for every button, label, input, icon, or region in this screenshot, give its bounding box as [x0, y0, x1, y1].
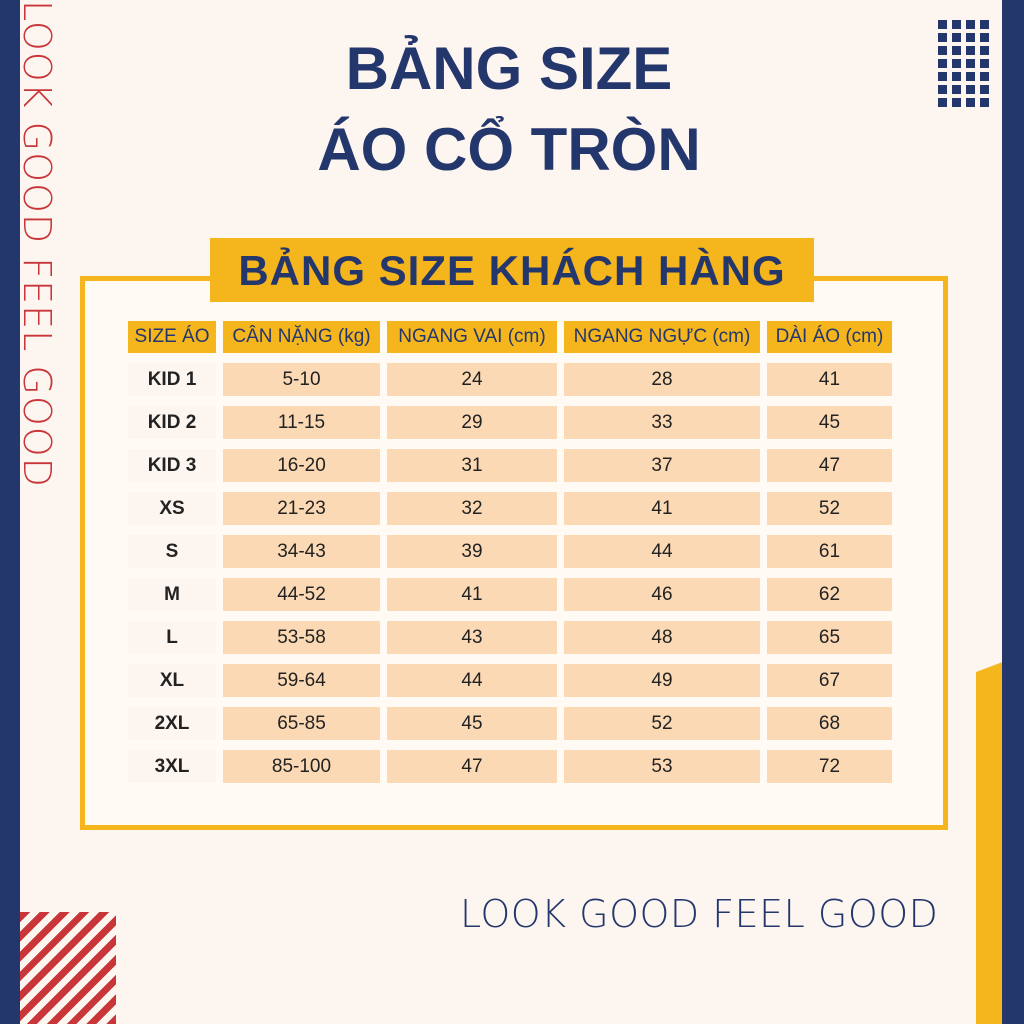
table-row: XS 21-23 32 41 52 — [128, 492, 892, 525]
table-cell: 34-43 — [223, 535, 380, 568]
table-cell: 65 — [767, 621, 892, 654]
dot-grid-decoration — [938, 20, 989, 120]
table-cell: 41 — [564, 492, 760, 525]
size-label: M — [128, 578, 216, 611]
column-header: NGANG NGỰC (cm) — [564, 321, 760, 353]
table-row: XL 59-64 44 49 67 — [128, 664, 892, 697]
size-table: SIZE ÁO CÂN NẶNG (kg) NGANG VAI (cm) NGA… — [121, 311, 899, 793]
size-label: XS — [128, 492, 216, 525]
table-cell: 53-58 — [223, 621, 380, 654]
size-label: L — [128, 621, 216, 654]
table-cell: 33 — [564, 406, 760, 439]
table-cell: 45 — [387, 707, 557, 740]
table-cell: 37 — [564, 449, 760, 482]
table-cell: 5-10 — [223, 363, 380, 396]
size-label: XL — [128, 664, 216, 697]
table-cell: 46 — [564, 578, 760, 611]
table-cell: 62 — [767, 578, 892, 611]
page-subtitle: ÁO CỔ TRÒN — [317, 116, 701, 183]
column-header: SIZE ÁO — [128, 321, 216, 353]
table-header-row: SIZE ÁO CÂN NẶNG (kg) NGANG VAI (cm) NGA… — [128, 321, 892, 353]
table-cell: 44 — [564, 535, 760, 568]
table-row: L 53-58 43 48 65 — [128, 621, 892, 654]
table-cell: 68 — [767, 707, 892, 740]
table-row: KID 3 16-20 31 37 47 — [128, 449, 892, 482]
table-row: M 44-52 41 46 62 — [128, 578, 892, 611]
column-header: NGANG VAI (cm) — [387, 321, 557, 353]
table-cell: 11-15 — [223, 406, 380, 439]
table-cell: 32 — [387, 492, 557, 525]
table-row: 2XL 65-85 45 52 68 — [128, 707, 892, 740]
table-cell: 59-64 — [223, 664, 380, 697]
footer-slogan: LOOK GOOD FEEL GOOD — [460, 892, 939, 936]
table-cell: 45 — [767, 406, 892, 439]
table-cell: 41 — [387, 578, 557, 611]
table-cell: 47 — [767, 449, 892, 482]
table-cell: 67 — [767, 664, 892, 697]
table-cell: 16-20 — [223, 449, 380, 482]
table-cell: 41 — [767, 363, 892, 396]
size-label: KID 1 — [128, 363, 216, 396]
table-cell: 28 — [564, 363, 760, 396]
striped-decoration — [20, 912, 116, 1024]
table-row: 3XL 85-100 47 53 72 — [128, 750, 892, 783]
table-cell: 52 — [767, 492, 892, 525]
left-navy-bar — [0, 0, 20, 1024]
table-cell: 39 — [387, 535, 557, 568]
table-cell: 24 — [387, 363, 557, 396]
table-cell: 21-23 — [223, 492, 380, 525]
table-row: KID 1 5-10 24 28 41 — [128, 363, 892, 396]
table-row: KID 2 11-15 29 33 45 — [128, 406, 892, 439]
table-cell: 61 — [767, 535, 892, 568]
table-body: KID 1 5-10 24 28 41 KID 2 11-15 29 33 45 KID 3 16-2… — [128, 363, 892, 783]
size-label: S — [128, 535, 216, 568]
table-cell: 47 — [387, 750, 557, 783]
table-cell: 44-52 — [223, 578, 380, 611]
table-row: S 34-43 39 44 61 — [128, 535, 892, 568]
table-cell: 72 — [767, 750, 892, 783]
table-cell: 85-100 — [223, 750, 380, 783]
page-title: BẢNG SIZE — [345, 35, 673, 102]
size-label: 3XL — [128, 750, 216, 783]
table-cell: 43 — [387, 621, 557, 654]
table-cell: 52 — [564, 707, 760, 740]
table-cell: 53 — [564, 750, 760, 783]
size-label: 2XL — [128, 707, 216, 740]
column-header: CÂN NẶNG (kg) — [223, 321, 380, 353]
table-cell: 31 — [387, 449, 557, 482]
table-cell: 48 — [564, 621, 760, 654]
table-cell: 44 — [387, 664, 557, 697]
size-label: KID 3 — [128, 449, 216, 482]
column-header: DÀI ÁO (cm) — [767, 321, 892, 353]
table-cell: 29 — [387, 406, 557, 439]
right-navy-bar — [1002, 0, 1024, 1024]
size-label: KID 2 — [128, 406, 216, 439]
table-cell: 49 — [564, 664, 760, 697]
table-cell: 65-85 — [223, 707, 380, 740]
table-title: BẢNG SIZE KHÁCH HÀNG — [210, 238, 814, 302]
